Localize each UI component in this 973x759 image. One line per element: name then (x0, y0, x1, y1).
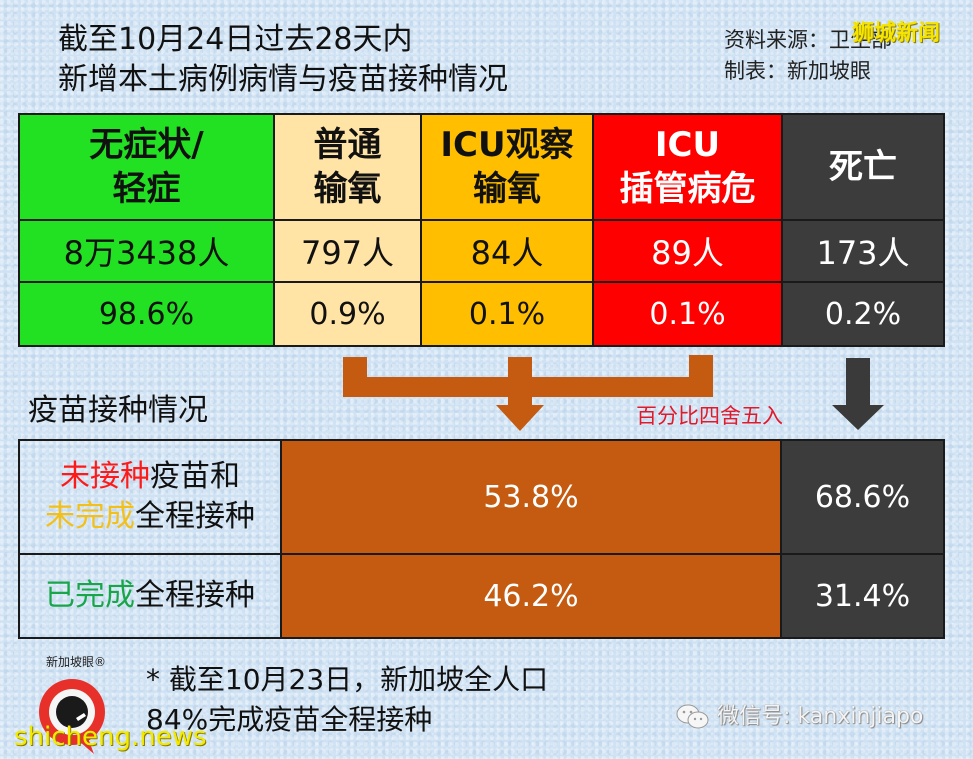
source-credit: 资料来源：卫生部 制表：新加坡眼 (724, 25, 892, 87)
unvaccinated-label: 未接种疫苗和 未完成全程接种 (18, 439, 282, 555)
vaccinated-death-percent: 31.4% (780, 553, 945, 639)
wechat-icon (676, 704, 709, 729)
svg-text:新加坡眼®: 新加坡眼® (46, 654, 106, 669)
count-cell: 84人 (420, 219, 594, 283)
percent-cell: 0.2% (781, 281, 945, 347)
count-cell: 797人 (273, 219, 422, 283)
header-icu-observation: ICU观察 输氧 (420, 113, 594, 221)
count-cell: 89人 (592, 219, 783, 283)
title-line-1: 截至10月24日过去28天内 (58, 22, 413, 57)
severity-percent-row: 98.6% 0.9% 0.1% 0.1% 0.2% (18, 281, 945, 347)
percent-cell: 98.6% (18, 281, 275, 347)
header-deaths: 死亡 (781, 113, 945, 221)
header-asymptomatic-mild: 无症状/ 轻症 (18, 113, 275, 221)
footnote-line-1: * 截至10月23日，新加坡全人口 (146, 663, 549, 696)
rounding-note: 百分比四舍五入 (636, 404, 783, 428)
unvaccinated-death-percent: 68.6% (780, 439, 945, 555)
watermark-top: 狮城新闻 (852, 21, 941, 46)
vaccinated-severe-percent: 46.2% (280, 553, 782, 639)
header-oxygen-general: 普通 输氧 (273, 113, 422, 221)
count-cell: 173人 (781, 219, 945, 283)
wechat-id: 微信号: kanxinjiapo (676, 698, 923, 730)
unvaccinated-severe-percent: 53.8% (280, 439, 782, 555)
bracket-arrow-icon (343, 355, 713, 431)
unvaccinated-row: 未接种疫苗和 未完成全程接种 53.8% 68.6% (18, 439, 945, 555)
header-icu-intubated: ICU 插管病危 (592, 113, 783, 221)
percent-cell: 0.1% (592, 281, 783, 347)
fully-vaccinated-row: 已完成全程接种 46.2% 31.4% (18, 553, 945, 639)
source-line: 资料来源：卫生部 (724, 28, 892, 52)
fully-vaccinated-label: 已完成全程接种 (18, 553, 282, 639)
wechat-label: 微信号: kanxinjiapo (717, 704, 924, 729)
vaccination-section-label: 疫苗接种情况 (28, 393, 208, 428)
infographic-title: 截至10月24日过去28天内 新增本土病例病情与疫苗接种情况 (58, 20, 508, 100)
severity-count-row: 8万3438人 797人 84人 89人 173人 (18, 219, 945, 283)
kanxinjiapo-logo-icon: 新加坡眼® (39, 654, 106, 754)
vaccination-table: 未接种疫苗和 未完成全程接种 53.8% 68.6% 已完成全程接种 46.2%… (18, 439, 945, 639)
percent-cell: 0.1% (420, 281, 594, 347)
down-arrow-icon (832, 358, 884, 430)
footnote: * 截至10月23日，新加坡全人口 84%完成疫苗全程接种 (146, 660, 548, 740)
count-cell: 8万3438人 (18, 219, 275, 283)
severity-table: 无症状/ 轻症 普通 输氧 ICU观察 输氧 ICU 插管病危 死亡 8万343… (18, 113, 945, 347)
percent-cell: 0.9% (273, 281, 422, 347)
footnote-line-2: 84%完成疫苗全程接种 (146, 703, 433, 736)
arrows-layer (343, 355, 884, 431)
title-line-2: 新增本土病例病情与疫苗接种情况 (58, 62, 508, 97)
author-line: 制表：新加坡眼 (724, 59, 871, 83)
watermark-bottom: shicheng.news (14, 722, 207, 752)
severity-header-row: 无症状/ 轻症 普通 输氧 ICU观察 输氧 ICU 插管病危 死亡 (18, 113, 945, 221)
